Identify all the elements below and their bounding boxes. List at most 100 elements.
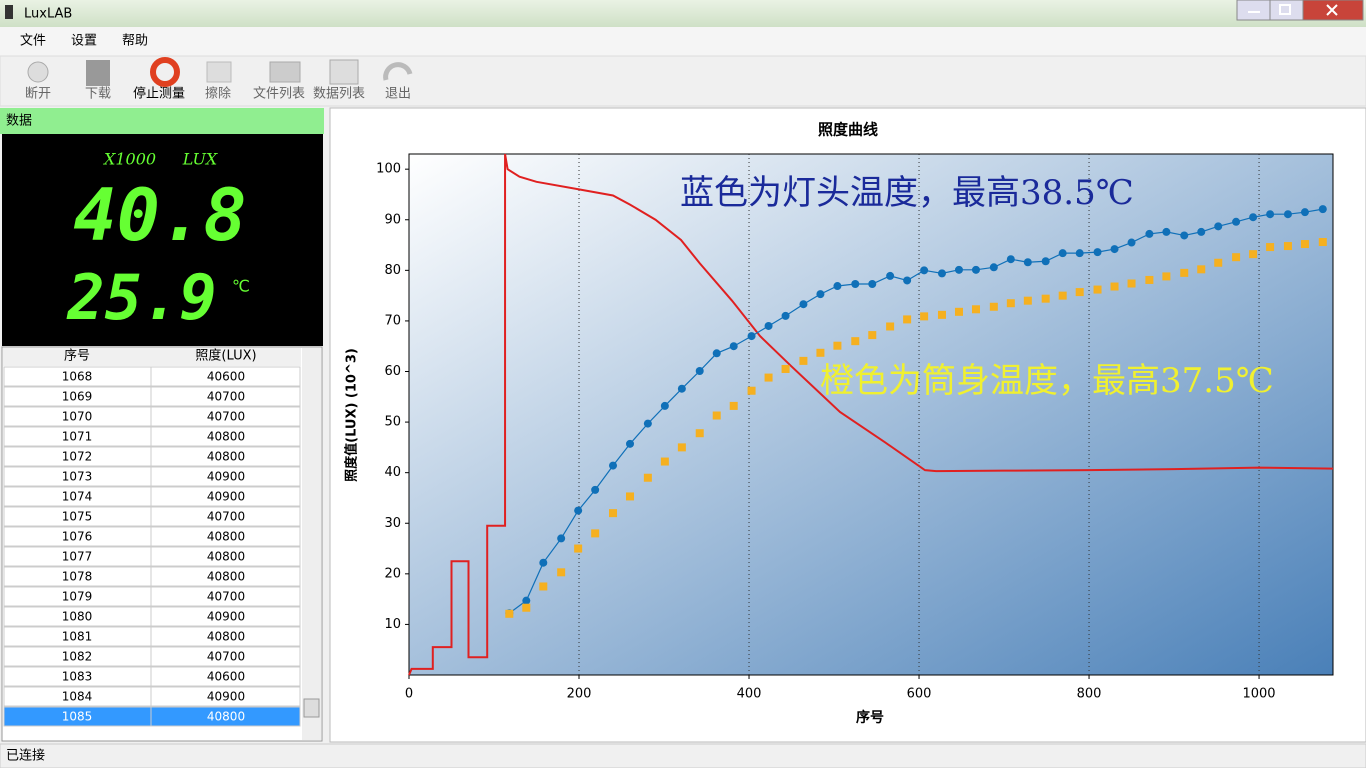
y-tick-label: 80 <box>384 263 401 278</box>
table-cell: 1075 <box>62 510 93 524</box>
data-point <box>1041 294 1050 303</box>
data-point <box>1041 257 1050 266</box>
data-point <box>971 265 980 274</box>
data-point <box>1249 213 1258 222</box>
data-point <box>799 300 808 309</box>
data-list-icon <box>329 59 359 85</box>
table-cell: 40700 <box>207 410 245 424</box>
exit-icon <box>383 62 413 81</box>
data-point <box>574 506 583 515</box>
data-point <box>1162 272 1171 281</box>
data-point <box>522 603 531 612</box>
data-point <box>1006 255 1015 264</box>
data-point <box>1249 250 1258 259</box>
table-cell: 40600 <box>207 370 245 384</box>
data-point <box>626 492 635 501</box>
data-point <box>695 429 704 438</box>
data-point <box>1127 279 1136 288</box>
table-row[interactable] <box>3 626 301 647</box>
data-point <box>1180 268 1189 277</box>
toolbar-button[interactable]: 断开 <box>25 87 51 102</box>
data-point <box>833 282 842 291</box>
x-tick-label: 400 <box>737 687 762 702</box>
data-point <box>729 342 738 351</box>
table-row[interactable] <box>3 486 301 507</box>
table-cell: 40700 <box>207 590 245 604</box>
table-row[interactable] <box>3 366 301 387</box>
table-row[interactable] <box>3 446 301 467</box>
x-tick-label: 200 <box>567 687 592 702</box>
data-point <box>989 263 998 272</box>
data-point <box>557 534 566 543</box>
table-cell: 40600 <box>207 670 245 684</box>
menu-item[interactable]: 帮助 <box>122 34 148 49</box>
toolbar-button[interactable]: 数据列表 <box>313 87 365 102</box>
table-row[interactable] <box>3 506 301 527</box>
table-cell: 1077 <box>62 550 93 564</box>
y-tick-label: 70 <box>384 313 401 328</box>
table-row[interactable] <box>3 666 301 687</box>
toolbar-button[interactable]: 退出 <box>385 87 411 102</box>
table-row[interactable] <box>3 386 301 407</box>
table-row[interactable] <box>3 686 301 707</box>
table-row[interactable] <box>3 406 301 427</box>
data-point <box>868 331 877 340</box>
data-point <box>591 529 600 538</box>
table-cell: 1070 <box>62 410 93 424</box>
data-point <box>868 279 877 288</box>
table-cell: 40900 <box>207 610 245 624</box>
app-icon <box>5 5 13 19</box>
table-cell: 40900 <box>207 490 245 504</box>
y-tick-label: 20 <box>384 566 401 581</box>
toolbar-button[interactable]: 停止测量 <box>133 86 185 102</box>
table-row[interactable] <box>3 426 301 447</box>
data-point <box>851 279 860 288</box>
table-row[interactable] <box>3 466 301 487</box>
minimize-button[interactable] <box>1236 0 1271 21</box>
menu-item[interactable]: 文件 <box>20 34 46 49</box>
data-point <box>1197 265 1206 274</box>
scrollbar[interactable] <box>302 348 321 740</box>
panel-header <box>0 108 324 134</box>
table-row[interactable] <box>3 566 301 587</box>
table-row[interactable] <box>3 586 301 607</box>
table-cell: 1079 <box>62 590 93 604</box>
status-bar <box>0 743 1366 769</box>
table-cell: 1076 <box>62 530 93 544</box>
toolbar-button[interactable]: 下载 <box>85 87 111 102</box>
table-cell: 40800 <box>207 450 245 464</box>
data-point <box>971 305 980 314</box>
data-point <box>1075 288 1084 297</box>
table-cell: 40700 <box>207 510 245 524</box>
table-cell: 1081 <box>62 630 93 644</box>
toolbar-button[interactable]: 文件列表 <box>253 87 305 102</box>
table-row[interactable] <box>3 706 301 727</box>
data-point <box>1214 222 1223 231</box>
data-point <box>574 544 583 553</box>
table-row[interactable] <box>3 526 301 547</box>
chart-title: 照度曲线 <box>818 121 878 139</box>
disconnect-icon <box>27 61 49 83</box>
data-point <box>660 457 669 466</box>
table-header <box>3 348 301 366</box>
data-point <box>747 386 756 395</box>
table-row[interactable] <box>3 546 301 567</box>
data-point <box>712 411 721 420</box>
data-point <box>1318 205 1327 214</box>
table-row[interactable] <box>3 646 301 667</box>
table-cell: 40700 <box>207 390 245 404</box>
data-point <box>1232 253 1241 262</box>
toolbar-button[interactable]: 擦除 <box>205 87 231 102</box>
data-point <box>816 290 825 299</box>
menu-item[interactable]: 设置 <box>71 34 97 49</box>
table-row[interactable] <box>3 606 301 627</box>
data-point <box>903 315 912 324</box>
data-point <box>1023 296 1032 305</box>
data-point <box>626 439 635 448</box>
data-point <box>764 373 773 382</box>
scroll-thumb[interactable] <box>303 698 320 718</box>
data-point <box>851 337 860 346</box>
maximize-button[interactable] <box>1269 0 1304 21</box>
